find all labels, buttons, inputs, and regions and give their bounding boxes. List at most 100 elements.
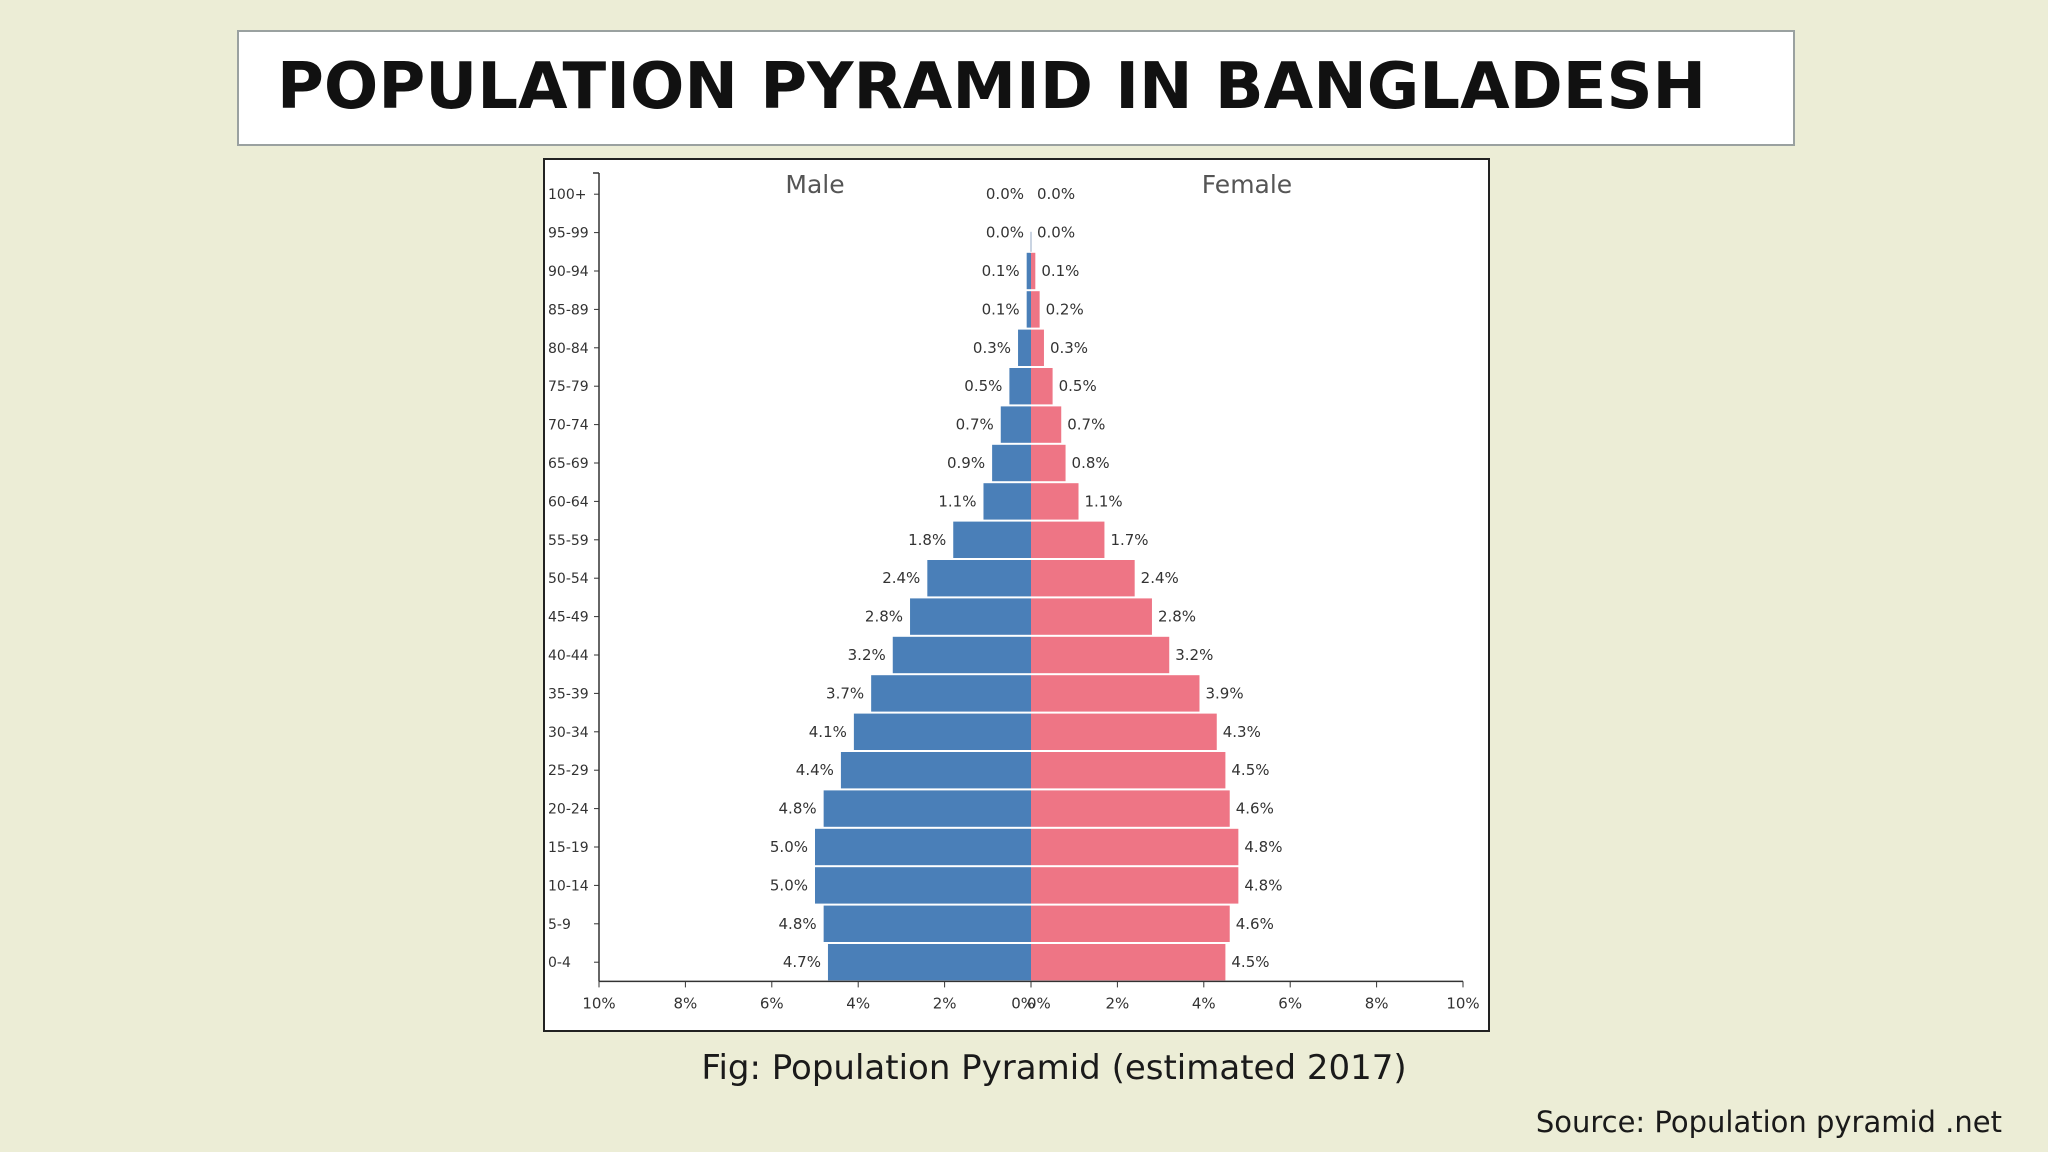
chart-svg: 100+ 0.0% 0.0% 95-99 0.0% 0.0% 90-94 0.1% 0.1% 85… (548, 170, 1480, 1012)
male-value-label-50-54: 2.4% (882, 569, 920, 587)
source-note: Source: Population pyramid .net (1535, 1105, 2002, 1139)
male-value-label-10-14: 5.0% (770, 876, 808, 894)
age-label-65-69: 65-69 (548, 456, 589, 472)
female-value-label-95-99: 0.0% (1037, 224, 1075, 242)
female-bar-75-79 (1031, 368, 1053, 405)
age-label-75-79: 75-79 (548, 379, 589, 395)
female-value-label-40-44: 3.2% (1175, 646, 1213, 664)
female-value-label-50-54: 2.4% (1141, 569, 1179, 587)
female-bar-80-84 (1031, 329, 1044, 366)
male-bar-55-59 (953, 521, 1031, 558)
age-label-95-99: 95-99 (548, 226, 589, 242)
male-value-label-5-9: 4.8% (779, 915, 817, 933)
male-value-label-15-19: 5.0% (770, 838, 808, 856)
female-value-label-80-84: 0.3% (1050, 339, 1088, 357)
male-bar-10-14 (815, 867, 1031, 904)
age-label-100plus: 100+ (548, 187, 586, 203)
male-bar-90-94 (1026, 252, 1031, 290)
male-value-label-60-64: 1.1% (938, 492, 976, 510)
male-bar-50-54 (927, 560, 1031, 597)
male-header: Male (785, 170, 844, 199)
age-label-45-49: 45-49 (548, 610, 589, 626)
female-bar-0-4 (1031, 944, 1226, 981)
x-tick-label-4: 2% (933, 994, 957, 1012)
male-value-label-75-79: 0.5% (964, 377, 1002, 395)
male-value-label-80-84: 0.3% (973, 339, 1011, 357)
female-value-label-75-79: 0.5% (1059, 377, 1097, 395)
age-label-90-94: 90-94 (548, 264, 589, 280)
female-value-label-30-34: 4.3% (1223, 723, 1261, 741)
female-bar-50-54 (1031, 560, 1135, 597)
male-bar-65-69 (992, 444, 1031, 482)
female-value-label-35-39: 3.9% (1205, 684, 1243, 702)
age-label-85-89: 85-89 (548, 302, 589, 318)
male-value-label-25-29: 4.4% (796, 761, 834, 779)
age-label-10-14: 10-14 (548, 878, 589, 894)
female-bar-20-24 (1031, 790, 1230, 827)
female-value-label-10-14: 4.8% (1244, 876, 1282, 894)
male-bar-5-9 (823, 905, 1031, 942)
female-value-label-55-59: 1.7% (1110, 531, 1148, 549)
figure-caption: Fig: Population Pyramid (estimated 2017) (701, 1048, 1407, 1088)
female-bar-45-49 (1031, 598, 1152, 635)
female-bar-30-34 (1031, 713, 1217, 750)
age-label-40-44: 40-44 (548, 648, 589, 664)
male-bar-60-64 (983, 483, 1031, 520)
age-label-20-24: 20-24 (548, 802, 589, 818)
x-tick-label-6: 0% (1027, 994, 1051, 1012)
male-value-label-65-69: 0.9% (947, 454, 985, 472)
age-label-5-9: 5-9 (548, 917, 571, 933)
female-bar-5-9 (1031, 905, 1230, 942)
male-value-label-85-89: 0.1% (982, 300, 1020, 318)
female-value-label-100plus: 0.0% (1037, 185, 1075, 203)
female-value-label-90-94: 0.1% (1041, 262, 1079, 280)
male-bar-20-24 (823, 790, 1031, 827)
female-value-label-0-4: 4.5% (1231, 953, 1269, 971)
male-bar-80-84 (1018, 329, 1031, 366)
x-tick-label-2: 6% (760, 994, 784, 1012)
age-label-35-39: 35-39 (548, 686, 589, 702)
female-value-label-25-29: 4.5% (1231, 761, 1269, 779)
female-bar-35-39 (1031, 675, 1200, 712)
male-value-label-30-34: 4.1% (809, 723, 847, 741)
male-bar-15-19 (815, 828, 1031, 866)
male-value-label-100plus: 0.0% (986, 185, 1024, 203)
male-bar-35-39 (871, 675, 1031, 712)
age-label-80-84: 80-84 (548, 341, 589, 357)
female-value-label-85-89: 0.2% (1046, 300, 1084, 318)
male-bar-40-44 (892, 636, 1031, 674)
x-tick-label-10: 8% (1365, 994, 1389, 1012)
slide-title: POPULATION PYRAMID IN BANGLADESH (277, 50, 1707, 124)
male-bar-75-79 (1009, 368, 1031, 405)
male-bar-70-74 (1000, 406, 1031, 443)
title-box: POPULATION PYRAMID IN BANGLADESH (237, 30, 1795, 146)
population-pyramid-chart: 100+ 0.0% 0.0% 95-99 0.0% 0.0% 90-94 0.1% 0.1% 85… (543, 158, 1490, 1032)
male-value-label-45-49: 2.8% (865, 608, 903, 626)
x-tick-label-11: 10% (1446, 994, 1479, 1012)
female-bar-25-29 (1031, 752, 1226, 789)
x-tick-label-3: 4% (846, 994, 870, 1012)
x-tick-label-5: 0% (1011, 994, 1035, 1012)
female-bar-60-64 (1031, 483, 1079, 520)
female-value-label-60-64: 1.1% (1085, 492, 1123, 510)
age-label-70-74: 70-74 (548, 418, 589, 434)
female-value-label-15-19: 4.8% (1244, 838, 1282, 856)
female-value-label-45-49: 2.8% (1158, 608, 1196, 626)
age-label-30-34: 30-34 (548, 725, 589, 741)
female-bar-65-69 (1031, 444, 1066, 482)
male-value-label-90-94: 0.1% (982, 262, 1020, 280)
male-value-label-0-4: 4.7% (783, 953, 821, 971)
male-bar-30-34 (853, 713, 1031, 750)
male-bar-45-49 (910, 598, 1031, 635)
female-value-label-70-74: 0.7% (1067, 416, 1105, 434)
x-tick-label-7: 2% (1106, 994, 1130, 1012)
male-value-label-20-24: 4.8% (779, 800, 817, 818)
male-value-label-95-99: 0.0% (986, 224, 1024, 242)
x-tick-label-9: 6% (1278, 994, 1302, 1012)
age-label-25-29: 25-29 (548, 763, 589, 779)
female-bar-90-94 (1031, 252, 1036, 290)
male-value-label-35-39: 3.7% (826, 684, 864, 702)
male-value-label-70-74: 0.7% (956, 416, 994, 434)
female-value-label-5-9: 4.6% (1236, 915, 1274, 933)
x-tick-label-1: 8% (674, 994, 698, 1012)
